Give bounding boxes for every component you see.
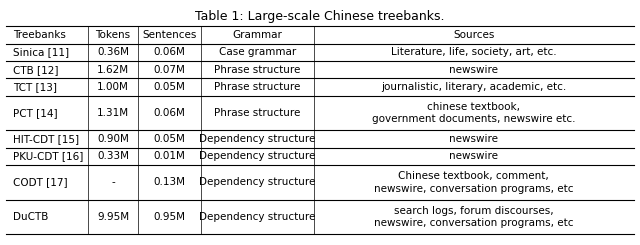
Text: 0.07M: 0.07M bbox=[154, 65, 186, 75]
Text: 0.05M: 0.05M bbox=[154, 134, 186, 144]
Text: CODT [17]: CODT [17] bbox=[13, 177, 67, 187]
Text: 0.13M: 0.13M bbox=[154, 177, 186, 187]
Text: PKU-CDT [16]: PKU-CDT [16] bbox=[13, 151, 83, 161]
Text: newswire: newswire bbox=[449, 65, 498, 75]
Text: Chinese textbook, comment,
newswire, conversation programs, etc: Chinese textbook, comment, newswire, con… bbox=[374, 171, 573, 194]
Text: Grammar: Grammar bbox=[232, 30, 282, 40]
Text: DuCTB: DuCTB bbox=[13, 212, 48, 222]
Text: 1.00M: 1.00M bbox=[97, 82, 129, 92]
Text: TCT [13]: TCT [13] bbox=[13, 82, 57, 92]
Text: Table 1: Large-scale Chinese treebanks.: Table 1: Large-scale Chinese treebanks. bbox=[195, 10, 445, 23]
Text: chinese textbook,
government documents, newswire etc.: chinese textbook, government documents, … bbox=[372, 102, 575, 124]
Text: search logs, forum discourses,
newswire, conversation programs, etc: search logs, forum discourses, newswire,… bbox=[374, 206, 573, 228]
Text: CTB [12]: CTB [12] bbox=[13, 65, 58, 75]
Text: 0.05M: 0.05M bbox=[154, 82, 186, 92]
Text: 1.62M: 1.62M bbox=[97, 65, 129, 75]
Text: Treebanks: Treebanks bbox=[13, 30, 65, 40]
Text: Case grammar: Case grammar bbox=[219, 48, 296, 57]
Text: 0.90M: 0.90M bbox=[97, 134, 129, 144]
Text: Literature, life, society, art, etc.: Literature, life, society, art, etc. bbox=[391, 48, 556, 57]
Text: Phrase structure: Phrase structure bbox=[214, 65, 300, 75]
Text: journalistic, literary, academic, etc.: journalistic, literary, academic, etc. bbox=[381, 82, 566, 92]
Text: 1.31M: 1.31M bbox=[97, 108, 129, 118]
Text: 0.95M: 0.95M bbox=[154, 212, 186, 222]
Text: Dependency structure: Dependency structure bbox=[199, 151, 316, 161]
Text: Dependency structure: Dependency structure bbox=[199, 134, 316, 144]
Text: Sources: Sources bbox=[453, 30, 494, 40]
Text: 0.01M: 0.01M bbox=[154, 151, 186, 161]
Text: 0.06M: 0.06M bbox=[154, 48, 186, 57]
Text: 9.95M: 9.95M bbox=[97, 212, 129, 222]
Text: Dependency structure: Dependency structure bbox=[199, 212, 316, 222]
Text: 0.06M: 0.06M bbox=[154, 108, 186, 118]
Text: 0.36M: 0.36M bbox=[97, 48, 129, 57]
Text: -: - bbox=[111, 177, 115, 187]
Text: PCT [14]: PCT [14] bbox=[13, 108, 58, 118]
Text: 0.33M: 0.33M bbox=[97, 151, 129, 161]
Text: newswire: newswire bbox=[449, 134, 498, 144]
Text: Phrase structure: Phrase structure bbox=[214, 82, 300, 92]
Text: newswire: newswire bbox=[449, 151, 498, 161]
Text: Phrase structure: Phrase structure bbox=[214, 108, 300, 118]
Text: HIT-CDT [15]: HIT-CDT [15] bbox=[13, 134, 79, 144]
Text: Sentences: Sentences bbox=[142, 30, 196, 40]
Text: Sinica [11]: Sinica [11] bbox=[13, 48, 68, 57]
Text: Tokens: Tokens bbox=[95, 30, 131, 40]
Text: Dependency structure: Dependency structure bbox=[199, 177, 316, 187]
